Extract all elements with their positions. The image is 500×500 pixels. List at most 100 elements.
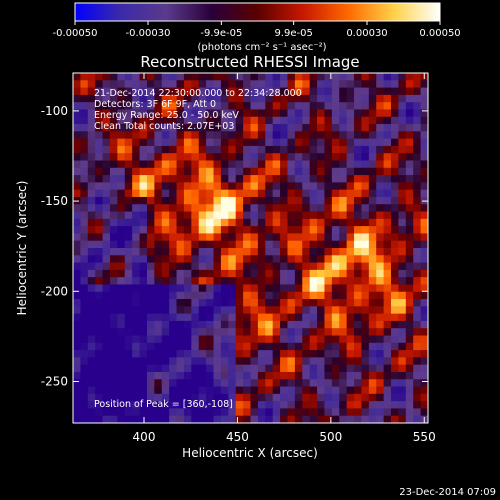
heatmap-cell (183, 371, 192, 380)
heatmap-cell (228, 167, 237, 176)
heatmap-cell (280, 379, 289, 388)
heatmap-cell (213, 248, 222, 256)
heatmap-cell (95, 255, 104, 264)
heatmap-cell (339, 342, 348, 351)
heatmap-cell (176, 393, 185, 402)
heatmap-cell (109, 233, 118, 242)
heatmap-cell (317, 204, 326, 213)
heatmap-cell (294, 116, 303, 125)
heatmap-cell (169, 116, 178, 125)
heatmap-cell (361, 291, 370, 300)
heatmap-cell (95, 102, 104, 111)
heatmap-cell (368, 415, 377, 423)
heatmap-cell (339, 145, 348, 154)
heatmap-cell (102, 386, 111, 395)
heatmap-cell (191, 320, 200, 329)
heatmap-cell (169, 211, 178, 220)
heatmap-cell (368, 124, 377, 132)
heatmap-cell (73, 277, 81, 286)
heatmap-cell (250, 160, 259, 169)
heatmap-cell (146, 401, 155, 410)
heatmap-cell (102, 328, 111, 337)
heatmap-cell (317, 299, 326, 307)
x-axis-label: Heliocentric X (arcsec) (182, 446, 318, 460)
heatmap-cell (309, 328, 318, 337)
heatmap-cell (317, 240, 326, 249)
heatmap-cell (198, 94, 207, 103)
heatmap-cell (183, 131, 192, 140)
heatmap-cell (176, 80, 185, 89)
heatmap-cell (161, 87, 170, 96)
heatmap-cell (376, 189, 385, 198)
heatmap-cell (183, 357, 192, 366)
heatmap-cell (265, 342, 274, 351)
heatmap-cell (376, 277, 385, 286)
heatmap-cell (235, 167, 244, 176)
heatmap-cell (368, 299, 377, 307)
heatmap-cell (198, 255, 207, 264)
heatmap-cell (154, 248, 163, 256)
heatmap-cell (391, 73, 400, 81)
heatmap-cell (294, 415, 303, 423)
heatmap-cell (280, 248, 289, 256)
heatmap-cell (161, 204, 170, 213)
heatmap-cell (139, 364, 148, 373)
heatmap-cell (272, 401, 281, 410)
heatmap-cell (132, 320, 141, 329)
heatmap-cell (265, 299, 274, 307)
heatmap-cell (124, 284, 133, 293)
heatmap-cell (257, 73, 266, 81)
heatmap-cell (117, 138, 126, 147)
heatmap-cell (309, 124, 318, 132)
heatmap-cell (368, 408, 377, 417)
heatmap-cell (331, 342, 340, 351)
heatmap-cell (302, 401, 311, 410)
heatmap-cell (228, 401, 237, 410)
heatmap-cell (183, 80, 192, 89)
heatmap-cell (324, 284, 333, 293)
heatmap-cell (265, 371, 274, 380)
heatmap-cell (191, 291, 200, 300)
heatmap-cell (391, 189, 400, 198)
heatmap-cell (272, 138, 281, 147)
heatmap-cell (250, 262, 259, 271)
heatmap-cell (161, 189, 170, 198)
heatmap-cell (339, 350, 348, 358)
heatmap-cell (287, 80, 296, 89)
heatmap-cell (87, 218, 96, 227)
heatmap-cell (80, 145, 89, 154)
heatmap-cell (132, 153, 141, 162)
heatmap-cell (243, 240, 252, 249)
heatmap-cell (109, 393, 118, 402)
heatmap-cell (405, 320, 414, 329)
heatmap-cell (368, 204, 377, 213)
heatmap-cell (324, 269, 333, 278)
heatmap-cell (339, 211, 348, 220)
heatmap-cell (287, 73, 296, 81)
heatmap-cell (324, 335, 333, 344)
heatmap-cell (139, 350, 148, 358)
heatmap-cell (206, 73, 215, 81)
heatmap-cell (405, 393, 414, 402)
heatmap-cell (87, 379, 96, 388)
heatmap-cell (73, 342, 81, 351)
heatmap-cell (206, 196, 215, 205)
heatmap-cell (339, 401, 348, 410)
heatmap-cell (272, 196, 281, 205)
heatmap-cell (250, 320, 259, 329)
heatmap-cell (383, 138, 392, 147)
heatmap-cell (198, 371, 207, 380)
heatmap-cell (331, 371, 340, 380)
heatmap-cell (198, 342, 207, 351)
heatmap-cell (87, 211, 96, 220)
heatmap-cell (376, 415, 385, 423)
heatmap-cell (250, 204, 259, 213)
heatmap-cell (398, 138, 407, 147)
heatmap-cell (117, 182, 126, 191)
heatmap-cell (146, 371, 155, 380)
heatmap-cell (235, 153, 244, 162)
heatmap-cell (102, 153, 111, 162)
heatmap-cell (317, 153, 326, 162)
heatmap-cell (294, 269, 303, 278)
heatmap-cell (220, 138, 229, 147)
